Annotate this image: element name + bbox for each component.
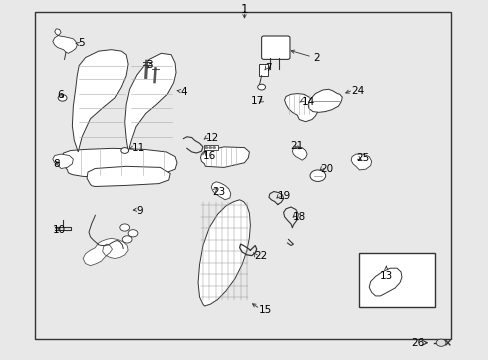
Text: 6: 6 [58,90,64,100]
Bar [259,64,267,76]
Circle shape [121,148,128,153]
Polygon shape [292,147,306,160]
Bar [359,253,434,307]
Text: 11: 11 [132,143,145,153]
Text: 24: 24 [350,86,364,96]
Polygon shape [72,50,128,152]
Circle shape [309,170,325,181]
Text: 25: 25 [355,153,368,163]
Polygon shape [87,166,170,186]
Text: 4: 4 [181,87,187,97]
Text: 3: 3 [145,60,152,70]
Text: 2: 2 [312,53,319,63]
FancyBboxPatch shape [261,36,289,59]
Text: 21: 21 [289,141,303,151]
Polygon shape [284,94,317,122]
Text: 16: 16 [203,150,216,161]
Text: 5: 5 [78,38,85,48]
Polygon shape [350,154,371,170]
Text: 17: 17 [250,96,264,106]
Polygon shape [124,53,176,152]
Circle shape [208,147,211,149]
Text: 18: 18 [292,212,305,222]
Text: 10: 10 [53,225,66,235]
Text: 1: 1 [240,3,248,15]
Text: 13: 13 [379,271,392,281]
Circle shape [58,95,67,101]
Text: 19: 19 [277,191,290,201]
Circle shape [212,147,215,149]
Bar [35,12,450,339]
Circle shape [120,224,129,231]
Text: 15: 15 [259,305,272,315]
Text: 23: 23 [212,186,225,197]
Text: 26: 26 [410,338,423,348]
Polygon shape [53,154,73,168]
Polygon shape [200,147,249,167]
Polygon shape [211,182,230,200]
Text: 9: 9 [136,206,142,216]
Polygon shape [61,148,177,177]
Text: 8: 8 [53,159,60,169]
Bar [204,145,218,150]
Polygon shape [198,200,250,306]
Circle shape [257,84,265,90]
Text: 20: 20 [320,164,333,174]
Polygon shape [307,89,342,112]
Text: 12: 12 [205,132,218,143]
Text: 22: 22 [254,251,267,261]
Circle shape [435,339,445,346]
Text: 14: 14 [302,96,315,107]
Circle shape [204,147,207,149]
Polygon shape [53,29,77,53]
Circle shape [128,230,138,237]
Polygon shape [83,238,128,266]
Circle shape [122,236,132,243]
Polygon shape [368,268,401,296]
Text: 7: 7 [265,63,272,73]
